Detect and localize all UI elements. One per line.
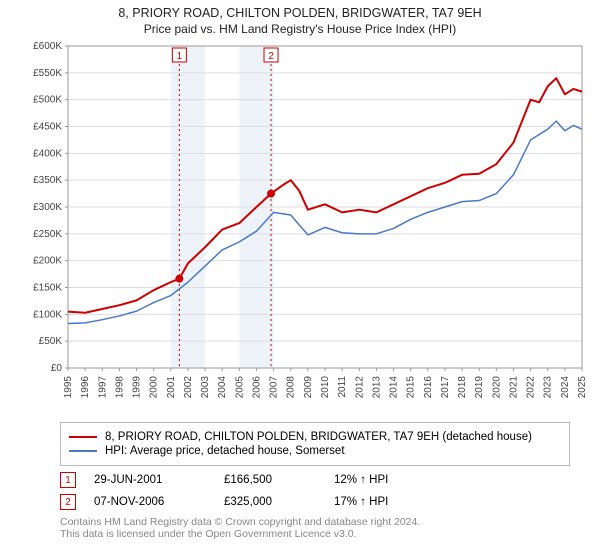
svg-text:£600K: £600K: [33, 41, 62, 52]
legend-item: HPI: Average price, detached house, Some…: [69, 445, 561, 457]
svg-text:2020: 2020: [491, 376, 502, 399]
legend-label: HPI: Average price, detached house, Some…: [105, 445, 345, 457]
sale-row: 1 29-JUN-2001£166,50012% ↑ HPI: [60, 472, 570, 488]
svg-text:£450K: £450K: [33, 122, 62, 133]
svg-text:2018: 2018: [457, 376, 468, 399]
chart-area: 1 2 £0 £50K £100K £150K £200K £250K £300K £350K £4…: [10, 38, 590, 418]
svg-text:£150K: £150K: [33, 283, 62, 294]
legend: 8, PRIORY ROAD, CHILTON POLDEN, BRIDGWAT…: [60, 422, 570, 466]
svg-text:2007: 2007: [269, 376, 280, 399]
sale-marker: 1: [60, 472, 76, 488]
sale-price: £166,500: [224, 474, 334, 486]
footer-line1: Contains HM Land Registry data © Crown c…: [60, 516, 570, 528]
svg-text:£200K: £200K: [33, 256, 62, 267]
svg-text:2019: 2019: [474, 376, 485, 399]
sale-price: £325,000: [224, 496, 334, 508]
svg-text:2025: 2025: [577, 376, 588, 399]
svg-text:2006: 2006: [251, 376, 262, 399]
svg-text:2009: 2009: [303, 376, 314, 399]
sale-delta: 12% ↑ HPI: [334, 474, 434, 486]
svg-text:£550K: £550K: [33, 68, 62, 79]
sale-delta: 17% ↑ HPI: [334, 496, 434, 508]
footer-line2: This data is licensed under the Open Gov…: [60, 528, 570, 540]
sale-date: 07-NOV-2006: [94, 496, 224, 508]
svg-text:1998: 1998: [114, 376, 125, 399]
svg-text:1997: 1997: [97, 376, 108, 399]
svg-text:2014: 2014: [389, 376, 400, 399]
svg-text:2013: 2013: [371, 376, 382, 399]
svg-text:1999: 1999: [132, 376, 143, 399]
svg-text:1996: 1996: [80, 376, 91, 399]
legend-swatch: [69, 436, 97, 438]
footer-attribution: Contains HM Land Registry data © Crown c…: [60, 516, 570, 540]
legend-item: 8, PRIORY ROAD, CHILTON POLDEN, BRIDGWAT…: [69, 431, 561, 443]
svg-text:2012: 2012: [354, 376, 365, 399]
svg-text:2001: 2001: [166, 376, 177, 399]
svg-text:2015: 2015: [406, 376, 417, 399]
svg-text:£350K: £350K: [33, 175, 62, 186]
svg-text:2021: 2021: [508, 376, 519, 399]
svg-text:2010: 2010: [320, 376, 331, 399]
sales-table: 1 29-JUN-2001£166,50012% ↑ HPI 2 07-NOV-200…: [60, 472, 570, 510]
svg-text:2024: 2024: [560, 376, 571, 399]
svg-text:1995: 1995: [63, 376, 74, 399]
svg-text:2017: 2017: [440, 376, 451, 399]
svg-text:1: 1: [177, 51, 183, 62]
svg-text:£50K: £50K: [39, 336, 63, 347]
line-chart: 1 2 £0 £50K £100K £150K £200K £250K £300K £350K £4…: [10, 38, 590, 418]
chart-title-block: 8, PRIORY ROAD, CHILTON POLDEN, BRIDGWAT…: [0, 0, 600, 38]
legend-swatch: [69, 450, 97, 452]
svg-text:2005: 2005: [234, 376, 245, 399]
svg-text:2022: 2022: [526, 376, 537, 399]
svg-text:2002: 2002: [183, 376, 194, 399]
svg-text:2011: 2011: [337, 376, 348, 398]
sale-date: 29-JUN-2001: [94, 474, 224, 486]
svg-text:£500K: £500K: [33, 95, 62, 106]
svg-text:£250K: £250K: [33, 229, 62, 240]
sale-marker: 2: [60, 494, 76, 510]
svg-text:2003: 2003: [200, 376, 211, 399]
svg-text:£0: £0: [51, 363, 63, 374]
svg-text:2023: 2023: [543, 376, 554, 399]
svg-text:2004: 2004: [217, 376, 228, 399]
svg-text:£100K: £100K: [33, 309, 62, 320]
title-line1: 8, PRIORY ROAD, CHILTON POLDEN, BRIDGWAT…: [0, 6, 600, 20]
svg-text:2000: 2000: [149, 376, 160, 399]
svg-text:£400K: £400K: [33, 148, 62, 159]
title-line2: Price paid vs. HM Land Registry's House …: [0, 22, 600, 36]
svg-text:2016: 2016: [423, 376, 434, 399]
legend-label: 8, PRIORY ROAD, CHILTON POLDEN, BRIDGWAT…: [105, 431, 532, 443]
svg-text:£300K: £300K: [33, 202, 62, 213]
sale-row: 2 07-NOV-2006£325,00017% ↑ HPI: [60, 494, 570, 510]
svg-text:2008: 2008: [286, 376, 297, 399]
svg-text:2: 2: [268, 51, 274, 62]
